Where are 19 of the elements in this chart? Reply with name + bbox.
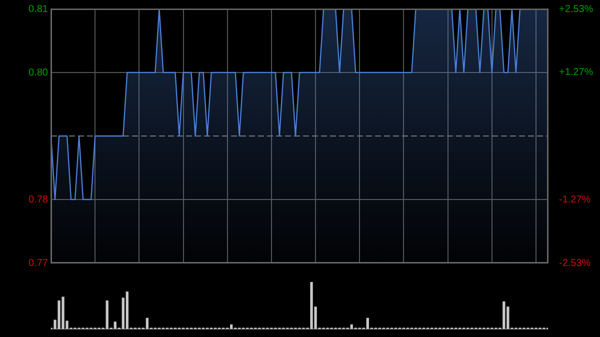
y-tick-label: 0.80 — [28, 67, 48, 78]
y2-tick-label: -2.53% — [559, 258, 591, 269]
y-tick-label: 0.78 — [28, 194, 48, 206]
y2-tick-label: -1.27% — [559, 194, 591, 206]
bar — [366, 318, 369, 329]
bar — [310, 282, 313, 329]
y-tick-label: 0.77 — [28, 258, 48, 269]
bar — [114, 322, 116, 329]
bar — [350, 324, 353, 329]
bar — [106, 300, 108, 329]
y-tick-label: 0.81 — [28, 4, 48, 15]
bar — [62, 296, 64, 329]
y2-tick-label: +2.53% — [559, 4, 594, 15]
y2-tick-label: +1.27% — [559, 67, 594, 78]
bar — [58, 300, 60, 329]
bar — [146, 318, 149, 329]
bar — [126, 292, 128, 329]
bar — [502, 301, 506, 329]
bar — [230, 324, 233, 329]
